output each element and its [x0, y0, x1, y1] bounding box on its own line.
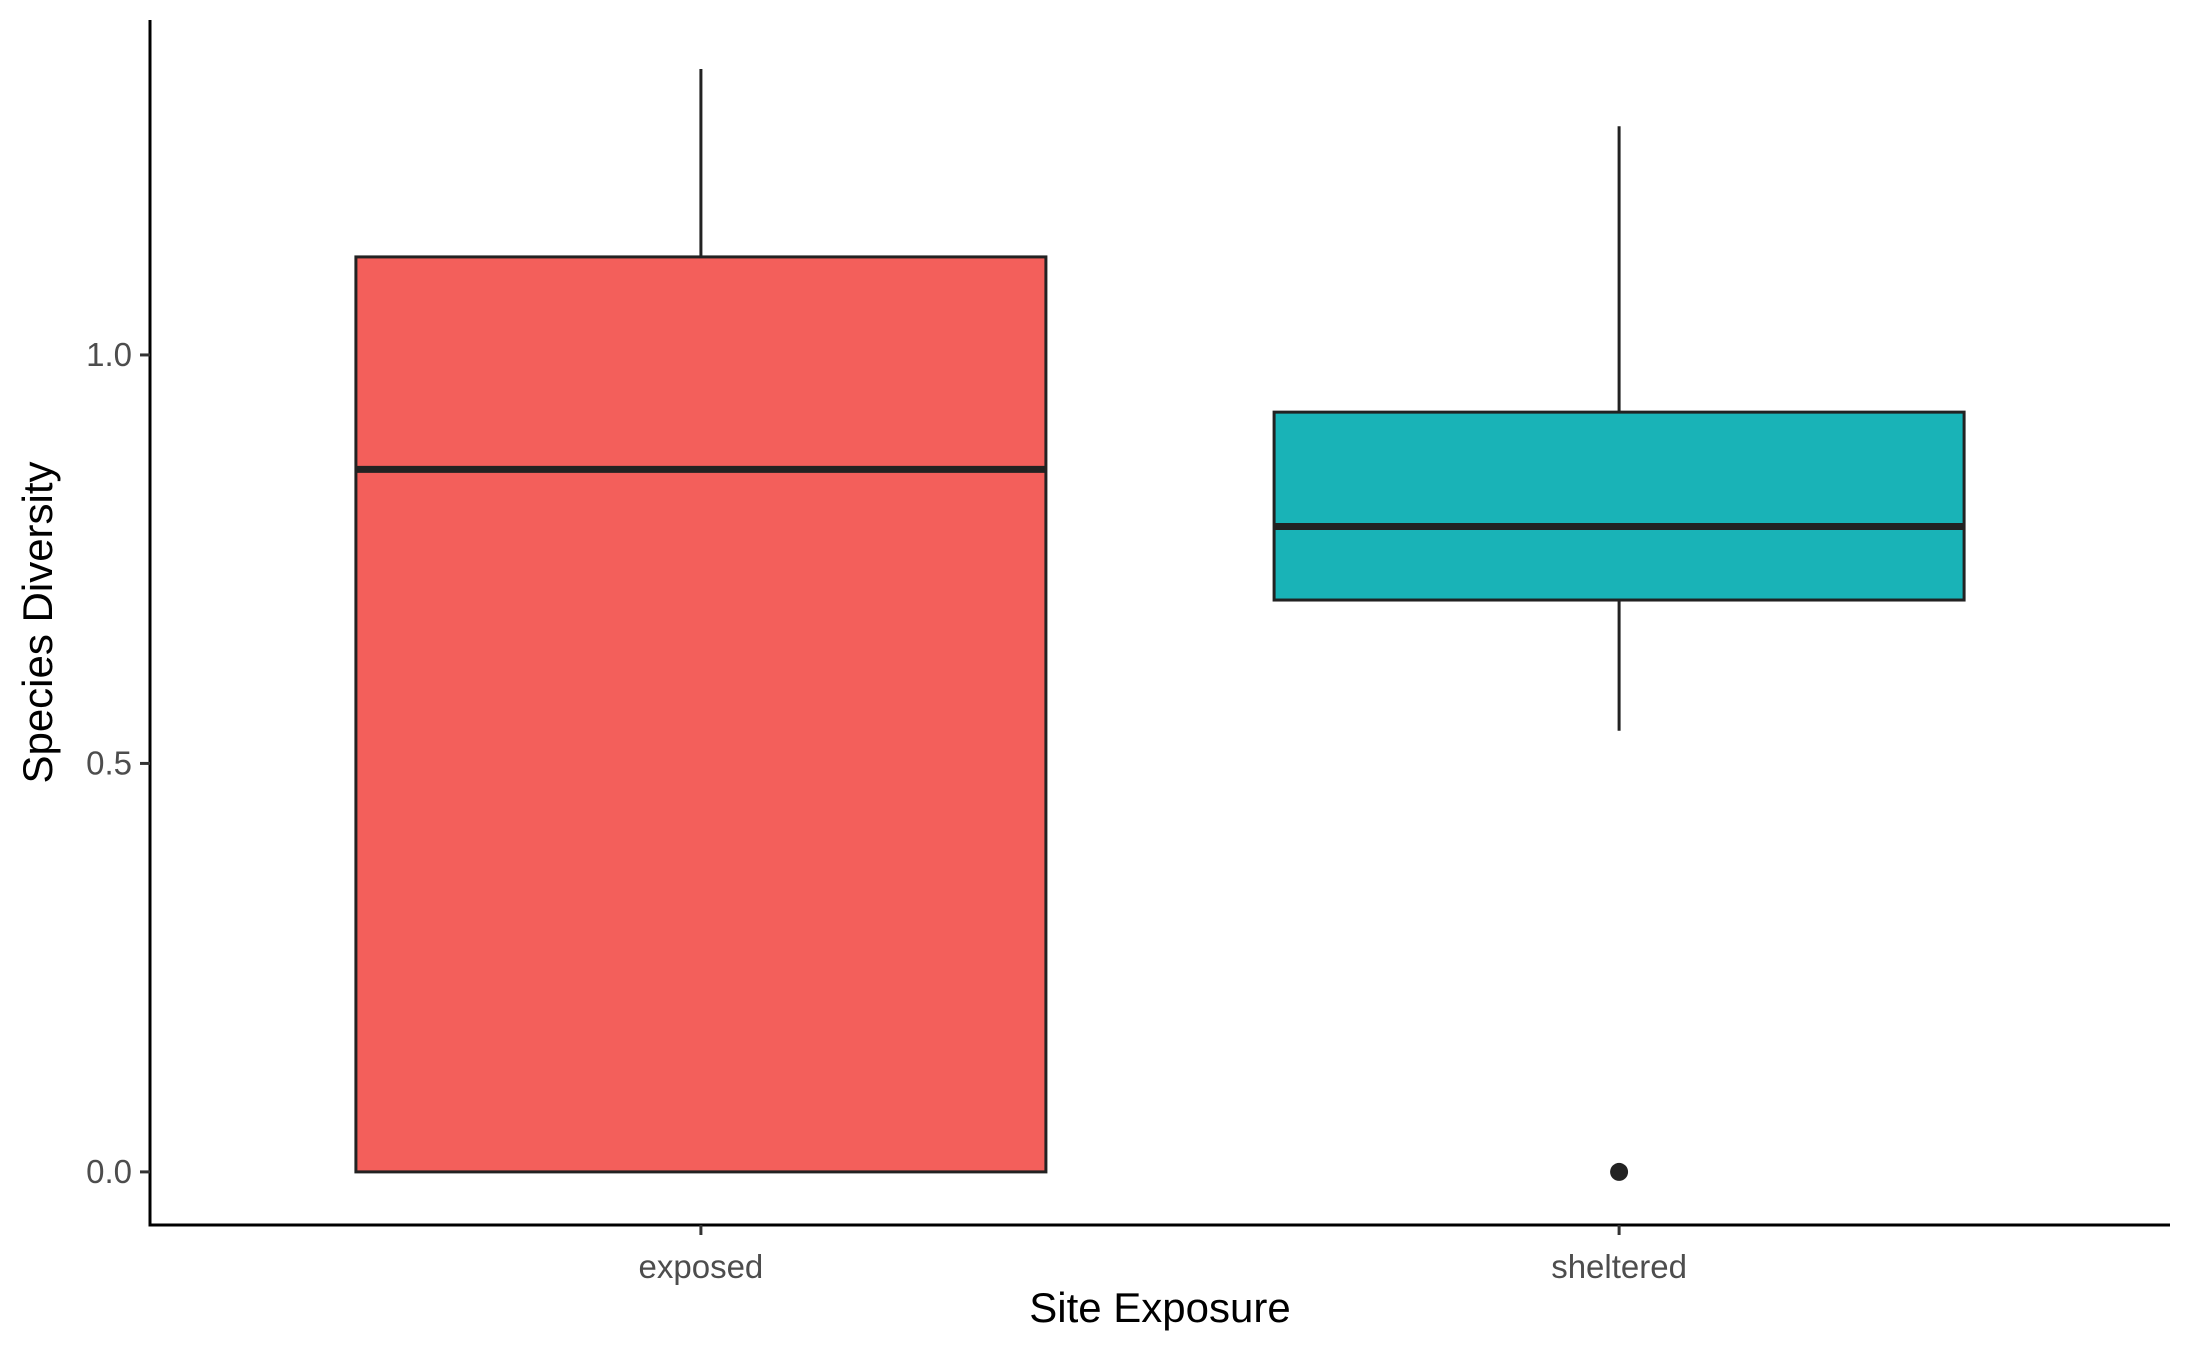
- box-body-sheltered: [1272, 410, 1966, 602]
- y-axis-title: Species Diversity: [14, 461, 61, 783]
- x-tick-label: sheltered: [1551, 1248, 1687, 1285]
- box-exposed: [354, 69, 1048, 1174]
- outlier-point-sheltered-0: [1610, 1162, 1629, 1181]
- boxes-layer: [354, 69, 1966, 1181]
- x-ticks: exposed sheltered: [639, 1225, 1687, 1285]
- axes-layer: 0.0 0.5 1.0 exposed sheltered: [86, 20, 2170, 1285]
- box-body-exposed: [354, 255, 1048, 1174]
- x-axis-title: Site Exposure: [1029, 1284, 1290, 1331]
- y-tick-label: 0.0: [86, 1153, 132, 1190]
- y-tick-label: 0.5: [86, 744, 132, 781]
- x-tick-label: exposed: [639, 1248, 764, 1285]
- box-sheltered: [1272, 126, 1966, 1181]
- y-tick-label: 1.0: [86, 336, 132, 373]
- y-ticks: 0.0 0.5 1.0: [86, 336, 150, 1190]
